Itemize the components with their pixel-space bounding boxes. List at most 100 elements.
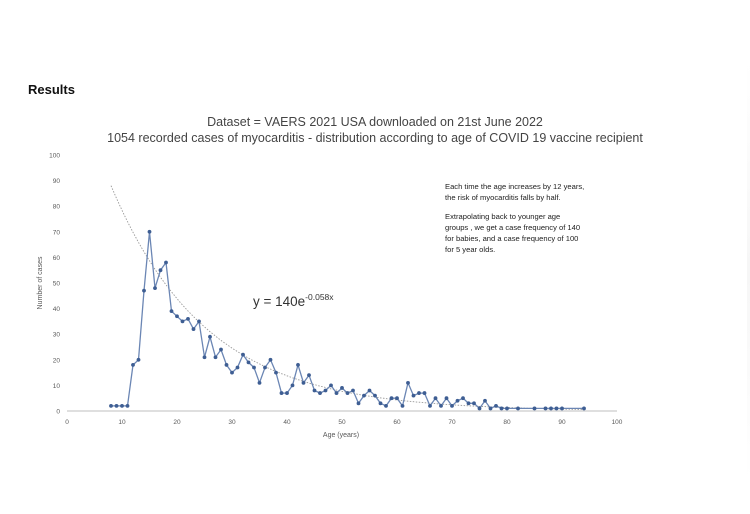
- data-point: [158, 268, 163, 273]
- data-point: [301, 380, 306, 385]
- data-point: [235, 365, 240, 370]
- data-point: [246, 360, 251, 365]
- data-point: [367, 388, 372, 393]
- data-point: [472, 401, 476, 406]
- data-point: [433, 396, 438, 401]
- data-point: [197, 319, 201, 324]
- data-point: [186, 316, 190, 321]
- data-point: [499, 406, 504, 411]
- trendline-equation: y = 140e-0.058x: [253, 292, 334, 309]
- data-point: [318, 391, 322, 395]
- x-tick-label: 70: [448, 419, 456, 426]
- x-tick-label: 100: [612, 419, 623, 426]
- data-point: [549, 406, 553, 411]
- data-point: [312, 388, 317, 393]
- data-point: [109, 403, 113, 408]
- data-point: [477, 406, 482, 411]
- y-tick-label: 100: [49, 153, 60, 160]
- data-point: [455, 398, 460, 403]
- y-tick-label: 60: [53, 255, 61, 262]
- data-point: [147, 229, 152, 234]
- data-point: [241, 352, 245, 357]
- data-point: [202, 355, 207, 360]
- y-tick-label: 10: [53, 383, 61, 390]
- x-tick-label: 80: [503, 419, 511, 426]
- chart-title: Dataset = VAERS 2021 USA downloaded on 2…: [207, 115, 543, 129]
- annotation-line-2: Extrapolating back to younger age groups…: [445, 212, 581, 254]
- data-point: [505, 406, 509, 411]
- data-point: [516, 406, 520, 411]
- trendline-exponent: -0.058x: [305, 292, 334, 302]
- x-tick-label: 50: [338, 419, 346, 426]
- data-point: [351, 388, 355, 393]
- x-tick-label: 60: [393, 419, 401, 426]
- data-point: [411, 393, 416, 398]
- data-point: [345, 391, 350, 395]
- data-point: [378, 401, 383, 406]
- data-point: [131, 363, 135, 367]
- x-tick-label: 40: [283, 419, 291, 426]
- data-point: [285, 391, 289, 395]
- data-point: [136, 357, 141, 362]
- data-point: [329, 383, 333, 388]
- data-point: [219, 347, 223, 352]
- data-point: [400, 403, 405, 408]
- data-point: [483, 398, 487, 403]
- data-point: [560, 406, 564, 411]
- y-tick-label: 40: [53, 306, 61, 313]
- x-tick-label: 10: [118, 419, 126, 426]
- data-point: [257, 380, 262, 385]
- data-point: [428, 403, 432, 408]
- slide-edge: [747, 60, 750, 480]
- data-point: [213, 355, 218, 360]
- results-heading: Results: [28, 82, 75, 97]
- chart-subtitle: 1054 recorded cases of myocarditis - dis…: [107, 131, 643, 145]
- data-point: [461, 396, 465, 401]
- data-point: [263, 365, 267, 370]
- data-point: [373, 393, 377, 398]
- data-point: [175, 314, 179, 319]
- data-point: [450, 403, 454, 408]
- data-point: [274, 370, 278, 375]
- data-point: [164, 260, 168, 265]
- data-point: [362, 393, 366, 398]
- y-tick-label: 0: [56, 409, 60, 416]
- y-tick-label: 70: [53, 229, 61, 236]
- data-point: [153, 286, 157, 291]
- data-point: [340, 386, 344, 390]
- data-point: [252, 365, 256, 370]
- data-point: [488, 406, 493, 411]
- data-point: [125, 403, 130, 408]
- x-tick-label: 90: [558, 419, 566, 426]
- y-tick-label: 80: [53, 204, 61, 211]
- y-tick-label: 90: [53, 178, 61, 185]
- data-point: [323, 388, 328, 393]
- data-point: [422, 391, 427, 395]
- data-point: [279, 391, 284, 395]
- x-tick-label: 30: [228, 419, 236, 426]
- data-point: [389, 396, 394, 401]
- data-point: [307, 373, 311, 378]
- data-point: [296, 363, 300, 367]
- x-axis-title: Age (years): [323, 432, 359, 439]
- data-point: [169, 309, 174, 314]
- x-tick-label: 0: [65, 419, 69, 426]
- y-tick-label: 20: [53, 357, 61, 364]
- data-point: [494, 403, 498, 408]
- y-axis-title: Number of cases: [37, 256, 44, 309]
- data-point: [208, 334, 212, 339]
- data-point: [444, 396, 449, 401]
- data-point: [114, 403, 119, 408]
- data-point: [395, 396, 399, 401]
- data-point: [439, 403, 443, 408]
- data-point: [142, 288, 146, 293]
- data-point: [532, 406, 537, 411]
- data-point: [543, 406, 548, 411]
- data-point: [356, 401, 361, 406]
- y-tick-label: 30: [53, 332, 61, 339]
- data-point: [224, 363, 229, 367]
- data-point: [120, 403, 124, 408]
- data-point: [406, 380, 410, 385]
- data-point: [180, 319, 185, 324]
